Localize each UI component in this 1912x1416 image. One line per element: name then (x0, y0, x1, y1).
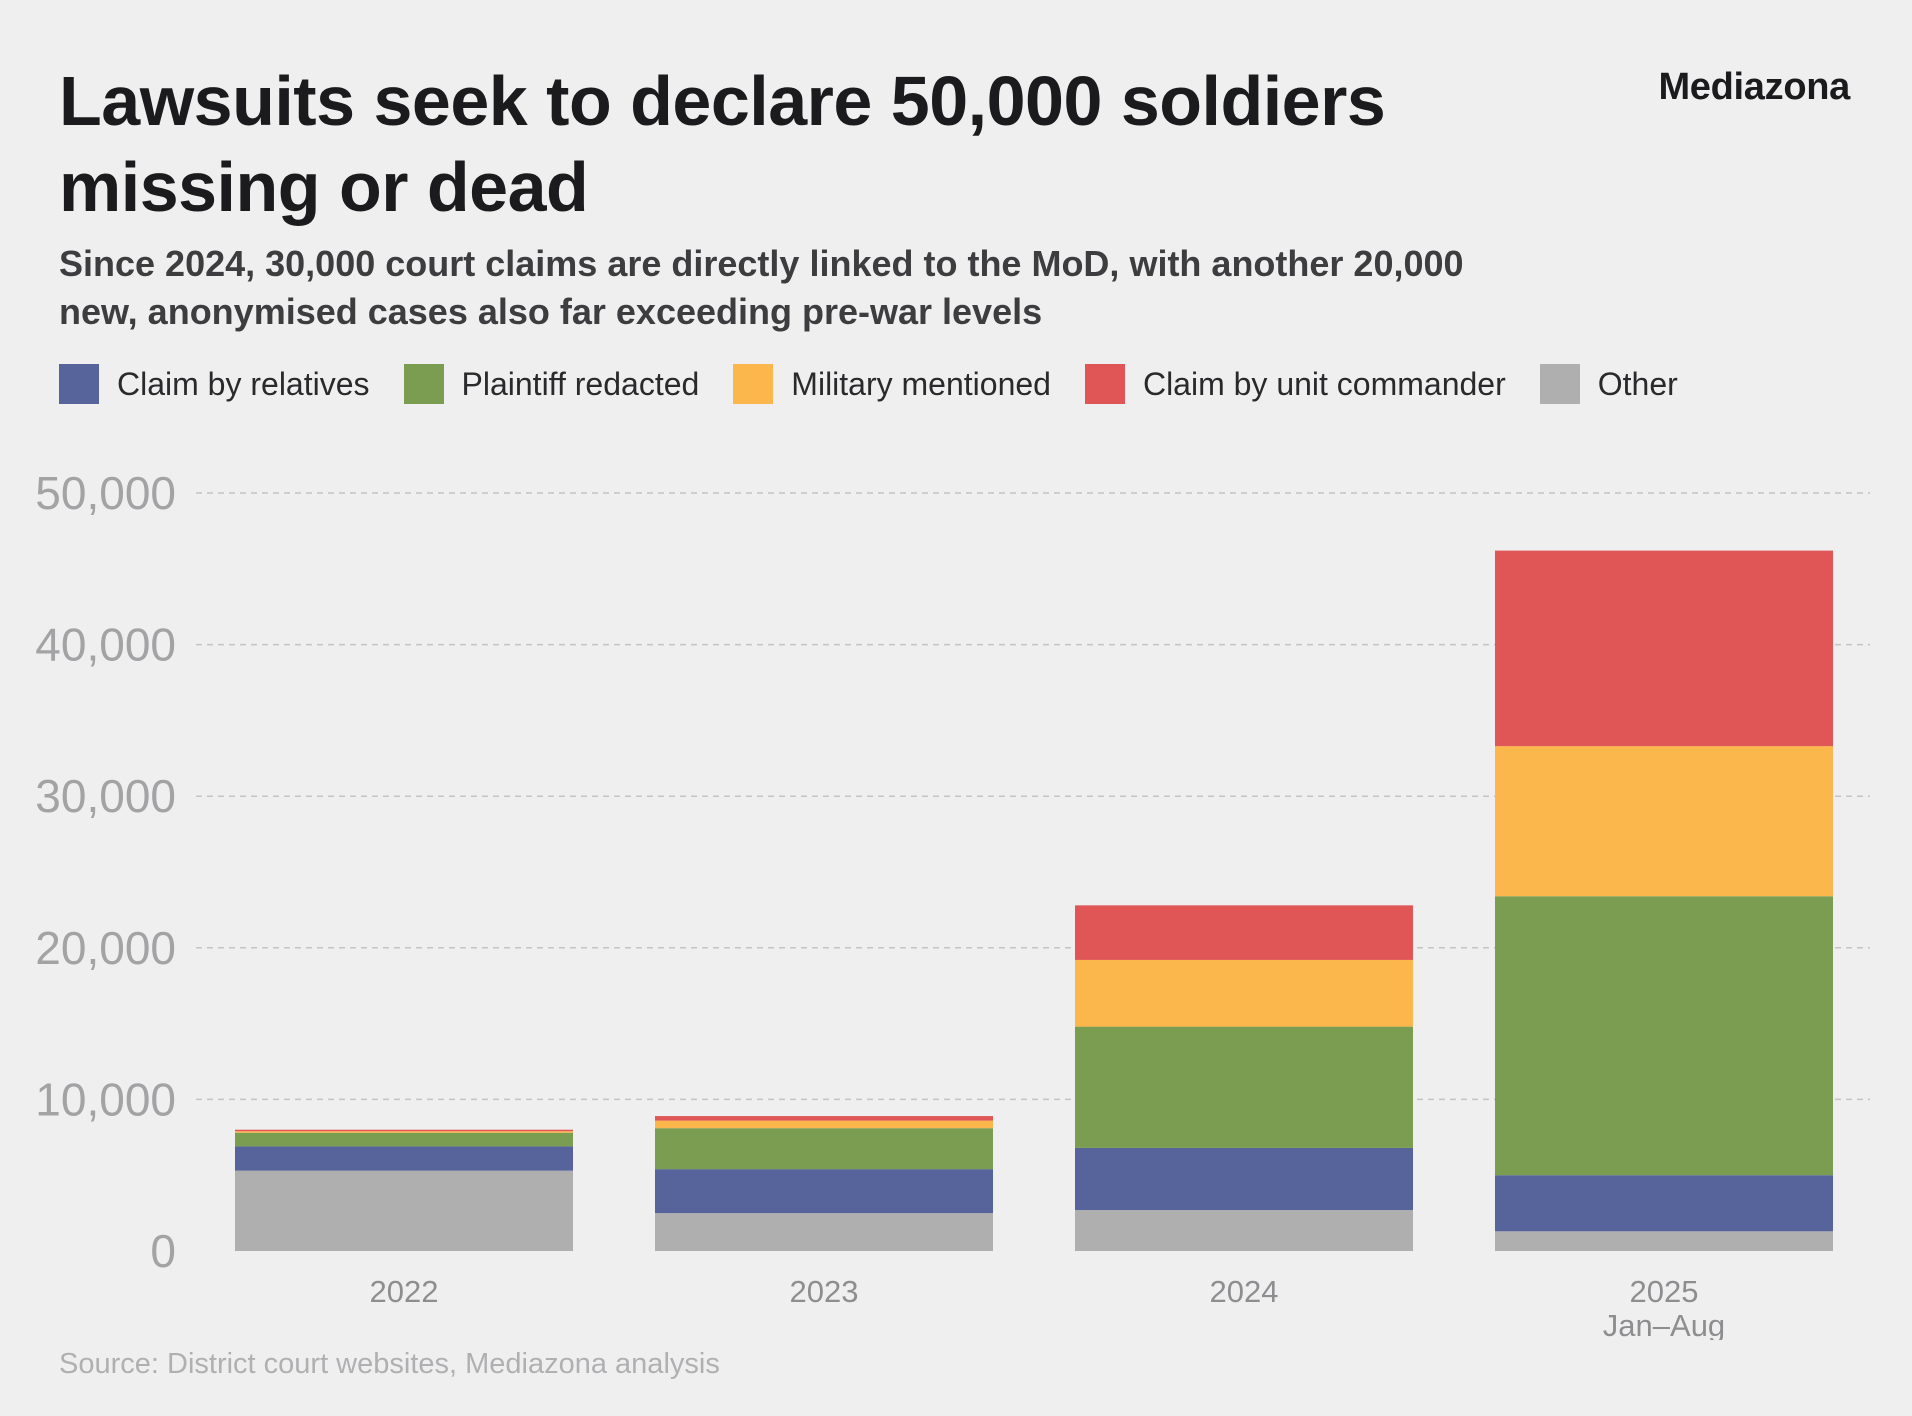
bar-segment (1495, 1175, 1833, 1232)
legend-label: Claim by unit commander (1142, 365, 1506, 402)
bar-segment (235, 1132, 573, 1147)
source-note: Source: District court websites, Mediazo… (59, 1348, 720, 1380)
bar-segment (655, 1116, 993, 1121)
stacked-bar-chart: 0 10,000 20,000 30,000 40,000 50,000 2022 2023 2… (35, 467, 1870, 1340)
y-tick-label: 50,000 (35, 467, 176, 519)
legend-item-plaintiff-redacted: Plaintiff redacted (403, 364, 700, 404)
legend-label: Claim by relatives (117, 365, 370, 402)
bar-segment (235, 1170, 573, 1251)
x-tick-label: 2025 (1630, 1274, 1699, 1309)
bar-segment (235, 1129, 573, 1132)
bar-segment (1075, 1147, 1413, 1211)
legend-swatch (733, 364, 774, 404)
chart-subtitle: Since 2024, 30,000 court claims are dire… (59, 243, 1464, 332)
legend-item-claim-by-unit-commander: Claim by unit commander (1084, 364, 1506, 404)
bar-segment (655, 1213, 993, 1251)
legend-item-other: Other (1539, 364, 1678, 404)
bar-segment (1495, 1231, 1833, 1251)
y-tick-label: 0 (150, 1225, 176, 1277)
y-tick-label: 40,000 (35, 619, 176, 671)
bar-segment (1075, 1210, 1413, 1251)
x-tick-label: 2022 (370, 1274, 439, 1309)
x-tick-label: 2023 (790, 1274, 859, 1309)
x-tick-label: 2024 (1210, 1274, 1279, 1309)
bar-segment (235, 1146, 573, 1171)
legend-swatch (403, 364, 444, 404)
legend-item-claim-by-relatives: Claim by relatives (59, 364, 370, 404)
legend-swatch (1539, 364, 1580, 404)
bar-segment (655, 1128, 993, 1170)
legend-item-military-mentioned: Military mentioned (733, 364, 1051, 404)
legend-swatch (1084, 364, 1125, 404)
bar-segment (1075, 905, 1413, 960)
legend-swatch (59, 364, 99, 404)
y-tick-label: 30,000 (35, 770, 176, 822)
chart-title: Lawsuits seek to declare 50,000 soldiers… (59, 62, 1386, 226)
bar-segment (655, 1120, 993, 1129)
brand-logo: Mediazona (1658, 66, 1850, 108)
bar-segment (235, 1131, 573, 1133)
legend: Claim by relatives Plaintiff redacted Mi… (59, 364, 1712, 404)
legend-label: Military mentioned (791, 365, 1051, 402)
legend-label: Other (1597, 365, 1678, 402)
bar-segment (1495, 746, 1833, 897)
bar-segment (1495, 550, 1833, 747)
bar-segment (1075, 959, 1413, 1027)
bar-segment (1495, 896, 1833, 1176)
bar-segment (655, 1169, 993, 1214)
y-tick-label: 10,000 (35, 1073, 176, 1125)
x-tick-sublabel: Jan–Aug (1603, 1308, 1725, 1340)
bar-segment (1075, 1026, 1413, 1148)
legend-label: Plaintiff redacted (461, 365, 700, 402)
y-tick-label: 20,000 (35, 922, 176, 974)
